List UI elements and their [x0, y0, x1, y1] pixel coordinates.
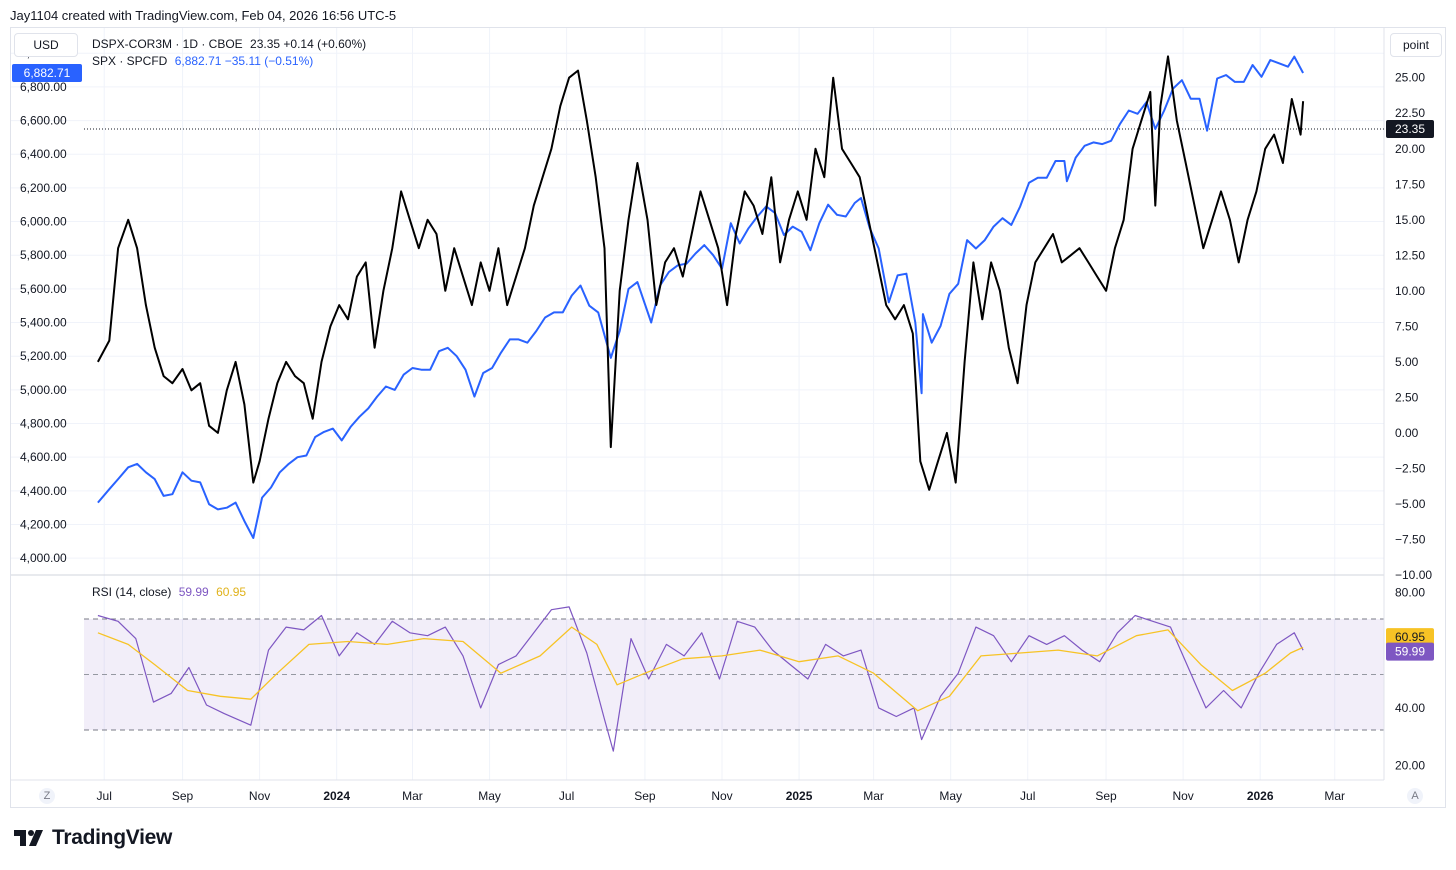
right-axis-tick-label: 0.00 [1395, 426, 1419, 440]
attribution-text: Jay1104 created with TradingView.com, Fe… [10, 8, 397, 23]
currency-button[interactable]: USD [14, 33, 78, 57]
right-axis-tick-label: 10.00 [1395, 284, 1425, 298]
grid-layer [11, 28, 1384, 780]
x-tick-label: Mar [863, 789, 884, 803]
x-tick-label: Mar [1324, 789, 1345, 803]
left-axis-tick-label: 6,200.00 [20, 181, 67, 195]
right-axis-tick-label: −2.50 [1395, 461, 1426, 475]
left-axis-tick-label: 4,200.00 [20, 518, 67, 532]
main-series-legend[interactable]: DSPX-COR3M · 1D · CBOE 23.35 +0.14 (+0.6… [92, 37, 366, 51]
right-axis-tick-label: 12.50 [1395, 248, 1425, 262]
rsi-series-line[interactable] [97, 606, 1304, 752]
x-tick-label: 2025 [786, 789, 813, 803]
x-tick-label: Nov [711, 789, 732, 803]
left-axis-tick-label: 6,000.00 [20, 215, 67, 229]
compare-last-price-badge: 6,882.71 [24, 66, 71, 80]
x-tick-label: Jul [1020, 789, 1035, 803]
rsi-legend[interactable]: RSI (14, close) 59.99 60.95 [92, 585, 246, 599]
right-axis-tick-label: 25.00 [1395, 71, 1425, 85]
right-axis-tick-label: −5.00 [1395, 497, 1426, 511]
spx-series-line[interactable] [97, 55, 1304, 539]
main-last-price-badge: 23.35 [1395, 122, 1425, 136]
right-axis-tick-label: 22.50 [1395, 106, 1425, 120]
right-axis-tick-label: −7.50 [1395, 532, 1426, 546]
rsi-ma-last-value-badge-bg [1386, 628, 1434, 647]
compare-series-values: 6,882.71 −35.11 (−0.51%) [174, 54, 314, 68]
left-axis-tick-label: 4,800.00 [20, 417, 67, 431]
right-axis-tick-label: 20.00 [1395, 142, 1425, 156]
left-axis-tick-label: 4,600.00 [20, 450, 67, 464]
axis-layer: Jul Sep Nov 2024 Mar May Jul Sep Nov 2025 Mar May Ju… [12, 35, 1434, 803]
rsi-ma-series-line[interactable] [97, 626, 1304, 712]
x-tick-label: Jul [559, 789, 574, 803]
x-tick-label: Jul [97, 789, 112, 803]
right-axis-tick-label: 15.00 [1395, 213, 1425, 227]
right-axis-tick-label: 7.50 [1395, 319, 1419, 333]
footer-brand-name: TradingView [52, 826, 173, 849]
right-axis-tick-label: −10.00 [1395, 568, 1432, 582]
dspx-series-line[interactable] [97, 55, 1305, 491]
series-layer [97, 55, 1305, 752]
main-series-symbol: DSPX-COR3M · 1D · CBOE [92, 37, 243, 51]
left-axis-tick-label: 6,400.00 [20, 147, 67, 161]
x-tick-label: Mar [402, 789, 423, 803]
left-axis-tick-label: 5,400.00 [20, 316, 67, 330]
left-axis-tick-label: 6,600.00 [20, 114, 67, 128]
main-series-values: 23.35 +0.14 (+0.60%) [250, 37, 367, 51]
rsi-axis-tick-label: 80.00 [1395, 585, 1425, 599]
timezone-button[interactable]: Z [38, 787, 56, 805]
left-axis-tick-label: 5,600.00 [20, 282, 67, 296]
rsi-ma-legend-value: 60.95 [216, 585, 247, 599]
x-tick-label: 2024 [323, 789, 350, 803]
rsi-axis-tick-label: 40.00 [1395, 701, 1425, 715]
rsi-last-value-badge: 59.99 [1395, 645, 1425, 659]
rsi-last-value-badge-bg [1386, 642, 1434, 661]
right-axis-tick-label: 2.50 [1395, 390, 1419, 404]
rsi-legend-value: 59.99 [178, 585, 209, 599]
left-axis-tick-label: 6,800.00 [20, 80, 67, 94]
tradingview-logo-icon [14, 830, 43, 846]
footer-logo[interactable]: TradingView [12, 826, 172, 850]
auto-scale-button[interactable]: A [1406, 787, 1424, 805]
x-tick-label: Sep [172, 789, 194, 803]
left-axis-tick-label: 5,000.00 [20, 383, 67, 397]
rsi-ma-last-value-badge: 60.95 [1395, 630, 1425, 644]
left-axis-tick-label: 5,200.00 [20, 349, 67, 363]
x-tick-label: May [939, 789, 962, 803]
x-tick-label: Sep [1095, 789, 1117, 803]
price-scale-unit-button[interactable]: point [1390, 33, 1442, 57]
rsi-axis-tick-label: 20.00 [1395, 759, 1425, 773]
x-tick-label: May [478, 789, 501, 803]
chart-frame[interactable] [10, 27, 1446, 808]
compare-series-symbol: SPX · SPCFD [92, 54, 168, 68]
x-tick-label: 2026 [1247, 789, 1274, 803]
main-last-price-badge-bg [1386, 120, 1434, 138]
x-tick-label: Sep [634, 789, 656, 803]
left-axis-tick-label: 4,000.00 [20, 551, 67, 565]
left-axis-tick-label: 5,800.00 [20, 248, 67, 262]
rsi-label: RSI (14, close) [92, 585, 172, 599]
left-axis-tick-label: 4,400.00 [20, 484, 67, 498]
right-axis-tick-label: 5.00 [1395, 355, 1419, 369]
x-tick-label: Nov [1172, 789, 1193, 803]
right-axis-tick-label: 17.50 [1395, 177, 1425, 191]
compare-series-legend[interactable]: SPX · SPCFD 6,882.71 −35.11 (−0.51%) [92, 54, 313, 68]
x-tick-label: Nov [249, 789, 270, 803]
compare-last-price-badge-bg [12, 63, 82, 82]
